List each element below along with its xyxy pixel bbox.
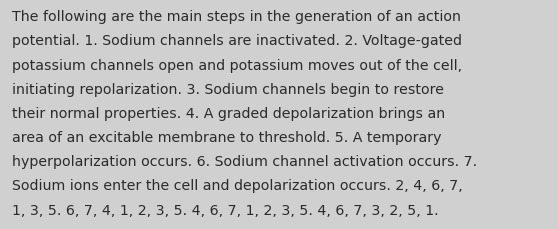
Text: Sodium ions enter the cell and depolarization occurs. 2, 4, 6, 7,: Sodium ions enter the cell and depolariz… (12, 179, 463, 193)
Text: their normal properties. 4. A graded depolarization brings an: their normal properties. 4. A graded dep… (12, 106, 445, 120)
Text: 1, 3, 5. 6, 7, 4, 1, 2, 3, 5. 4, 6, 7, 1, 2, 3, 5. 4, 6, 7, 3, 2, 5, 1.: 1, 3, 5. 6, 7, 4, 1, 2, 3, 5. 4, 6, 7, 1… (12, 203, 439, 217)
Text: potential. 1. Sodium channels are inactivated. 2. Voltage-gated: potential. 1. Sodium channels are inacti… (12, 34, 462, 48)
Text: area of an excitable membrane to threshold. 5. A temporary: area of an excitable membrane to thresho… (12, 131, 442, 144)
Text: initiating repolarization. 3. Sodium channels begin to restore: initiating repolarization. 3. Sodium cha… (12, 82, 444, 96)
Text: potassium channels open and potassium moves out of the cell,: potassium channels open and potassium mo… (12, 58, 463, 72)
Text: hyperpolarization occurs. 6. Sodium channel activation occurs. 7.: hyperpolarization occurs. 6. Sodium chan… (12, 155, 478, 169)
Text: The following are the main steps in the generation of an action: The following are the main steps in the … (12, 10, 461, 24)
